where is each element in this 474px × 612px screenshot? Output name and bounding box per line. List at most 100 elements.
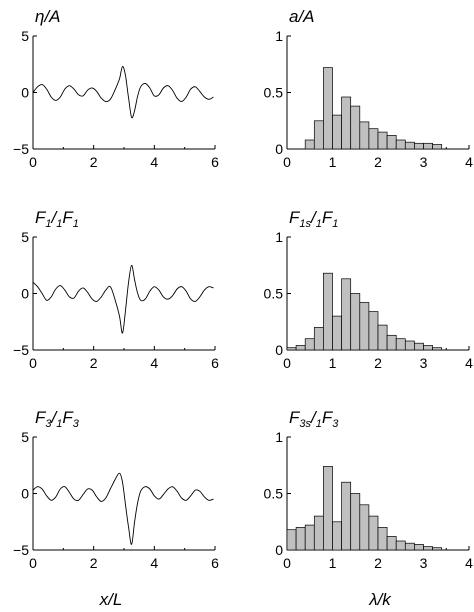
y-tick-label: 0 — [21, 85, 29, 101]
histogram-bar — [323, 466, 333, 551]
panel-a-histogram: a/A 0 1 2 3 4 1 0.5 0 — [264, 7, 474, 170]
histogram-bar — [377, 324, 388, 351]
y-tick-label: 5 — [21, 229, 29, 245]
histogram-bar — [341, 96, 352, 150]
histogram-bar — [386, 135, 397, 150]
title-mid: / — [51, 208, 59, 227]
histogram-bar — [332, 114, 342, 150]
panel-title: F3s/1F3 — [289, 408, 339, 430]
x-tick-label: 1 — [329, 154, 337, 170]
histogram-bar — [286, 347, 297, 351]
x-tick-label: 0 — [29, 555, 37, 571]
histogram-bar — [423, 142, 433, 150]
x-tick-label: 3 — [420, 555, 428, 571]
title-sub1: 1s — [299, 218, 311, 230]
x-tick-label: 2 — [90, 555, 98, 571]
title-sub2: 1 — [332, 218, 338, 230]
histogram-bar — [395, 540, 406, 551]
y-tick-label: 0 — [275, 542, 283, 558]
histogram-bar — [313, 515, 324, 551]
series-line — [32, 264, 214, 334]
title-pre2: 1 — [316, 418, 322, 430]
y-tick-label: 0 — [275, 342, 283, 358]
y-tick-label: 0 — [21, 286, 29, 302]
histogram-bar — [395, 338, 406, 351]
y-tick-label: 0.5 — [264, 286, 284, 302]
histogram-bar — [359, 504, 370, 551]
histogram-bar — [432, 547, 443, 551]
histogram-bar — [332, 521, 342, 551]
title-sub2: 3 — [73, 418, 80, 430]
histogram-bar — [304, 139, 315, 150]
title-sub1: 3s — [299, 418, 311, 430]
histogram-bar — [386, 536, 397, 551]
x-tick-label: 4 — [150, 355, 158, 371]
x-tick-label: 0 — [29, 355, 37, 371]
histogram-bar — [404, 340, 415, 351]
histogram-bar — [432, 144, 443, 150]
histogram-bar — [423, 345, 433, 351]
x-tick-label: 0 — [29, 154, 37, 170]
panel-title: η/A — [35, 7, 61, 26]
histogram-bar — [323, 272, 333, 351]
histogram-bar — [386, 334, 397, 351]
title-main: F — [35, 208, 47, 227]
histogram-bar — [414, 544, 424, 551]
title-main2: F — [62, 408, 74, 427]
title-sub1: 1 — [45, 218, 51, 230]
panel-title: F1/1F1 — [35, 208, 79, 230]
histogram-bar — [332, 315, 342, 351]
x-tick-label: 4 — [150, 154, 158, 170]
y-tick-label: 0 — [275, 141, 283, 157]
panel-title: F1s/1F1 — [289, 208, 338, 230]
title-mid: / — [51, 408, 59, 427]
y-tick-label: 5 — [21, 28, 29, 44]
series-line — [32, 66, 214, 119]
title-main2: F — [322, 208, 334, 227]
x-tick-label: 3 — [420, 355, 428, 371]
y-tick-label: 5 — [21, 429, 29, 445]
histogram-bar — [341, 278, 352, 351]
histogram-bar — [414, 142, 424, 150]
y-tick-label: −5 — [13, 342, 29, 358]
histogram-bar — [295, 345, 306, 351]
title-mid: / — [310, 208, 318, 227]
x-tick-label: 2 — [374, 154, 382, 170]
x-tick-label: 2 — [374, 555, 382, 571]
y-tick-label: 0 — [21, 486, 29, 502]
histogram-bar — [404, 542, 415, 551]
title-pre2: 1 — [56, 418, 62, 430]
histogram-bar — [313, 120, 324, 150]
histogram-bar — [341, 481, 352, 551]
histogram-bar — [368, 128, 379, 150]
x-tick-label: 4 — [465, 555, 473, 571]
series-line — [32, 472, 214, 545]
x-tick-label: 0 — [283, 555, 291, 571]
y-tick-label: 1 — [275, 28, 283, 44]
x-tick-label: 6 — [211, 355, 219, 371]
x-tick-label: 4 — [150, 555, 158, 571]
x-tick-label: 6 — [211, 555, 219, 571]
histogram-bar — [414, 342, 424, 351]
title-main2: F — [62, 208, 74, 227]
histogram-bar — [350, 493, 361, 551]
x-tick-label: 3 — [420, 154, 428, 170]
title-main: F — [289, 408, 301, 427]
y-tick-label: 1 — [275, 229, 283, 245]
title-mid: / — [310, 408, 318, 427]
histogram-bar — [377, 527, 388, 551]
histogram-bar — [304, 338, 315, 351]
title-main: η/A — [35, 7, 61, 26]
histogram-bar — [432, 347, 443, 351]
histogram-bar — [350, 293, 361, 351]
y-tick-label: 1 — [275, 429, 283, 445]
y-tick-label: 0.5 — [264, 486, 284, 502]
title-main: F — [35, 408, 47, 427]
x-tick-label: 1 — [329, 555, 337, 571]
x-axis-label-left: x/L — [99, 590, 123, 609]
y-tick-label: −5 — [13, 542, 29, 558]
x-tick-label: 6 — [211, 154, 219, 170]
histogram-bar — [359, 121, 370, 150]
